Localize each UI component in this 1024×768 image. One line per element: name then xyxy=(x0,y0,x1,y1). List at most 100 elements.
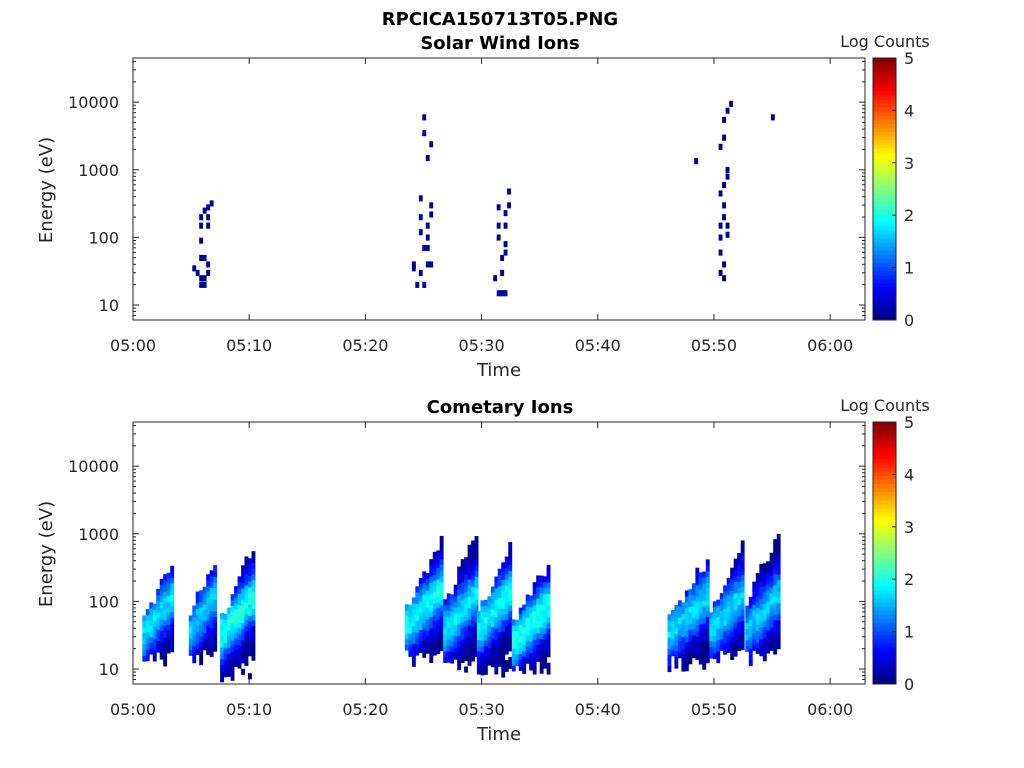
heatmap-cell xyxy=(432,649,437,656)
heatmap-cell xyxy=(152,615,157,622)
heatmap-cell xyxy=(457,578,462,585)
heatmap-cell xyxy=(241,565,245,572)
heatmap-cell xyxy=(487,653,492,660)
heatmap-cell xyxy=(145,614,150,621)
heatmap-cell xyxy=(425,245,430,252)
heatmap-cell xyxy=(705,628,710,635)
colorbar-segment xyxy=(873,602,896,607)
heatmap-cell xyxy=(460,570,465,577)
heatmap-cell xyxy=(251,574,256,581)
heatmap-cell xyxy=(726,635,731,642)
heatmap-cell xyxy=(170,634,175,641)
heatmap-cell xyxy=(522,621,527,628)
heatmap-cell xyxy=(726,629,731,636)
heatmap-cell xyxy=(432,603,437,610)
heatmap-cell xyxy=(159,630,164,637)
heatmap-cell xyxy=(220,618,224,625)
heatmap-cell xyxy=(159,578,164,585)
colorbar-segment xyxy=(873,426,896,431)
heatmap-cell xyxy=(536,632,541,639)
heatmap-cell xyxy=(737,639,742,646)
x-tick-label: 05:10 xyxy=(226,700,272,719)
colorbar-segment xyxy=(873,262,896,268)
heatmap-cell xyxy=(425,261,430,268)
heatmap-cell xyxy=(726,618,731,625)
heatmap-cell xyxy=(213,639,218,646)
heatmap-cell xyxy=(702,577,707,584)
heatmap-cell xyxy=(496,204,501,211)
y-tick-label: 1000 xyxy=(78,525,119,544)
heatmap-cell xyxy=(230,640,235,647)
heatmap-cell xyxy=(251,579,256,586)
heatmap-cell xyxy=(450,617,455,624)
heatmap-cell xyxy=(460,656,465,663)
heatmap-cell xyxy=(471,592,475,599)
heatmap-cell xyxy=(740,620,745,627)
heatmap-cell xyxy=(695,648,700,655)
heatmap-cell xyxy=(188,638,193,645)
heatmap-cell xyxy=(163,580,168,587)
heatmap-cell xyxy=(508,547,513,554)
heatmap-cell xyxy=(439,599,444,606)
heatmap-cell xyxy=(483,657,488,664)
colorbar-segment xyxy=(873,503,896,509)
heatmap-cell xyxy=(733,639,738,646)
heatmap-cell xyxy=(248,638,252,645)
heatmap-cell xyxy=(755,619,760,626)
heatmap-cell xyxy=(457,635,462,642)
heatmap-cell xyxy=(230,674,235,681)
heatmap-cell xyxy=(740,609,745,616)
heatmap-cell xyxy=(705,570,710,577)
heatmap-cell xyxy=(230,617,235,624)
heatmap-cell xyxy=(234,655,238,662)
heatmap-cell xyxy=(536,644,541,651)
heatmap-cell xyxy=(529,618,534,625)
heatmap-cell xyxy=(511,653,516,660)
heatmap-cell xyxy=(206,269,211,276)
heatmap-cell xyxy=(223,665,228,672)
heatmap-cell xyxy=(712,641,717,648)
heatmap-cell xyxy=(539,587,544,594)
heatmap-cell xyxy=(192,634,197,641)
heatmap-cell xyxy=(251,591,256,598)
heatmap-cell xyxy=(762,643,767,650)
heatmap-cell xyxy=(248,558,252,565)
heatmap-cell xyxy=(487,642,492,649)
colorbar-segment xyxy=(873,205,896,210)
heatmap-cell xyxy=(467,544,472,551)
heatmap-cell xyxy=(726,612,731,619)
heatmap-cell xyxy=(508,599,513,606)
heatmap-cell xyxy=(501,648,506,655)
heatmap-cell xyxy=(515,619,520,626)
heatmap-cell xyxy=(199,636,204,643)
heatmap-cell xyxy=(142,615,147,622)
heatmap-cell xyxy=(159,642,164,649)
colorbar-segment xyxy=(873,103,896,108)
heatmap-cell xyxy=(241,594,245,601)
colorbar-segment xyxy=(873,115,896,120)
heatmap-cell xyxy=(733,616,738,623)
heatmap-cell xyxy=(718,234,723,241)
colorbar-segment xyxy=(873,279,896,284)
heatmap-cell xyxy=(490,661,495,668)
heatmap-cell xyxy=(429,141,434,148)
heatmap-cell xyxy=(532,622,537,629)
heatmap-cell xyxy=(543,622,548,629)
heatmap-cell xyxy=(159,601,164,608)
heatmap-cell xyxy=(432,632,437,639)
heatmap-cell xyxy=(237,645,242,652)
heatmap-cell xyxy=(733,598,738,605)
colorbar-segment xyxy=(873,299,896,305)
heatmap-cell xyxy=(487,619,492,626)
heatmap-cell xyxy=(497,649,502,656)
heatmap-cell xyxy=(723,625,728,632)
heatmap-cell xyxy=(539,644,544,651)
colorbar-segment xyxy=(873,119,896,124)
heatmap-cell xyxy=(159,607,164,614)
heatmap-cell xyxy=(674,628,679,635)
heatmap-cell xyxy=(705,634,710,641)
heatmap-cell xyxy=(740,580,745,587)
heatmap-cell xyxy=(501,625,506,632)
heatmap-cell xyxy=(443,616,448,623)
heatmap-cell xyxy=(432,569,437,576)
